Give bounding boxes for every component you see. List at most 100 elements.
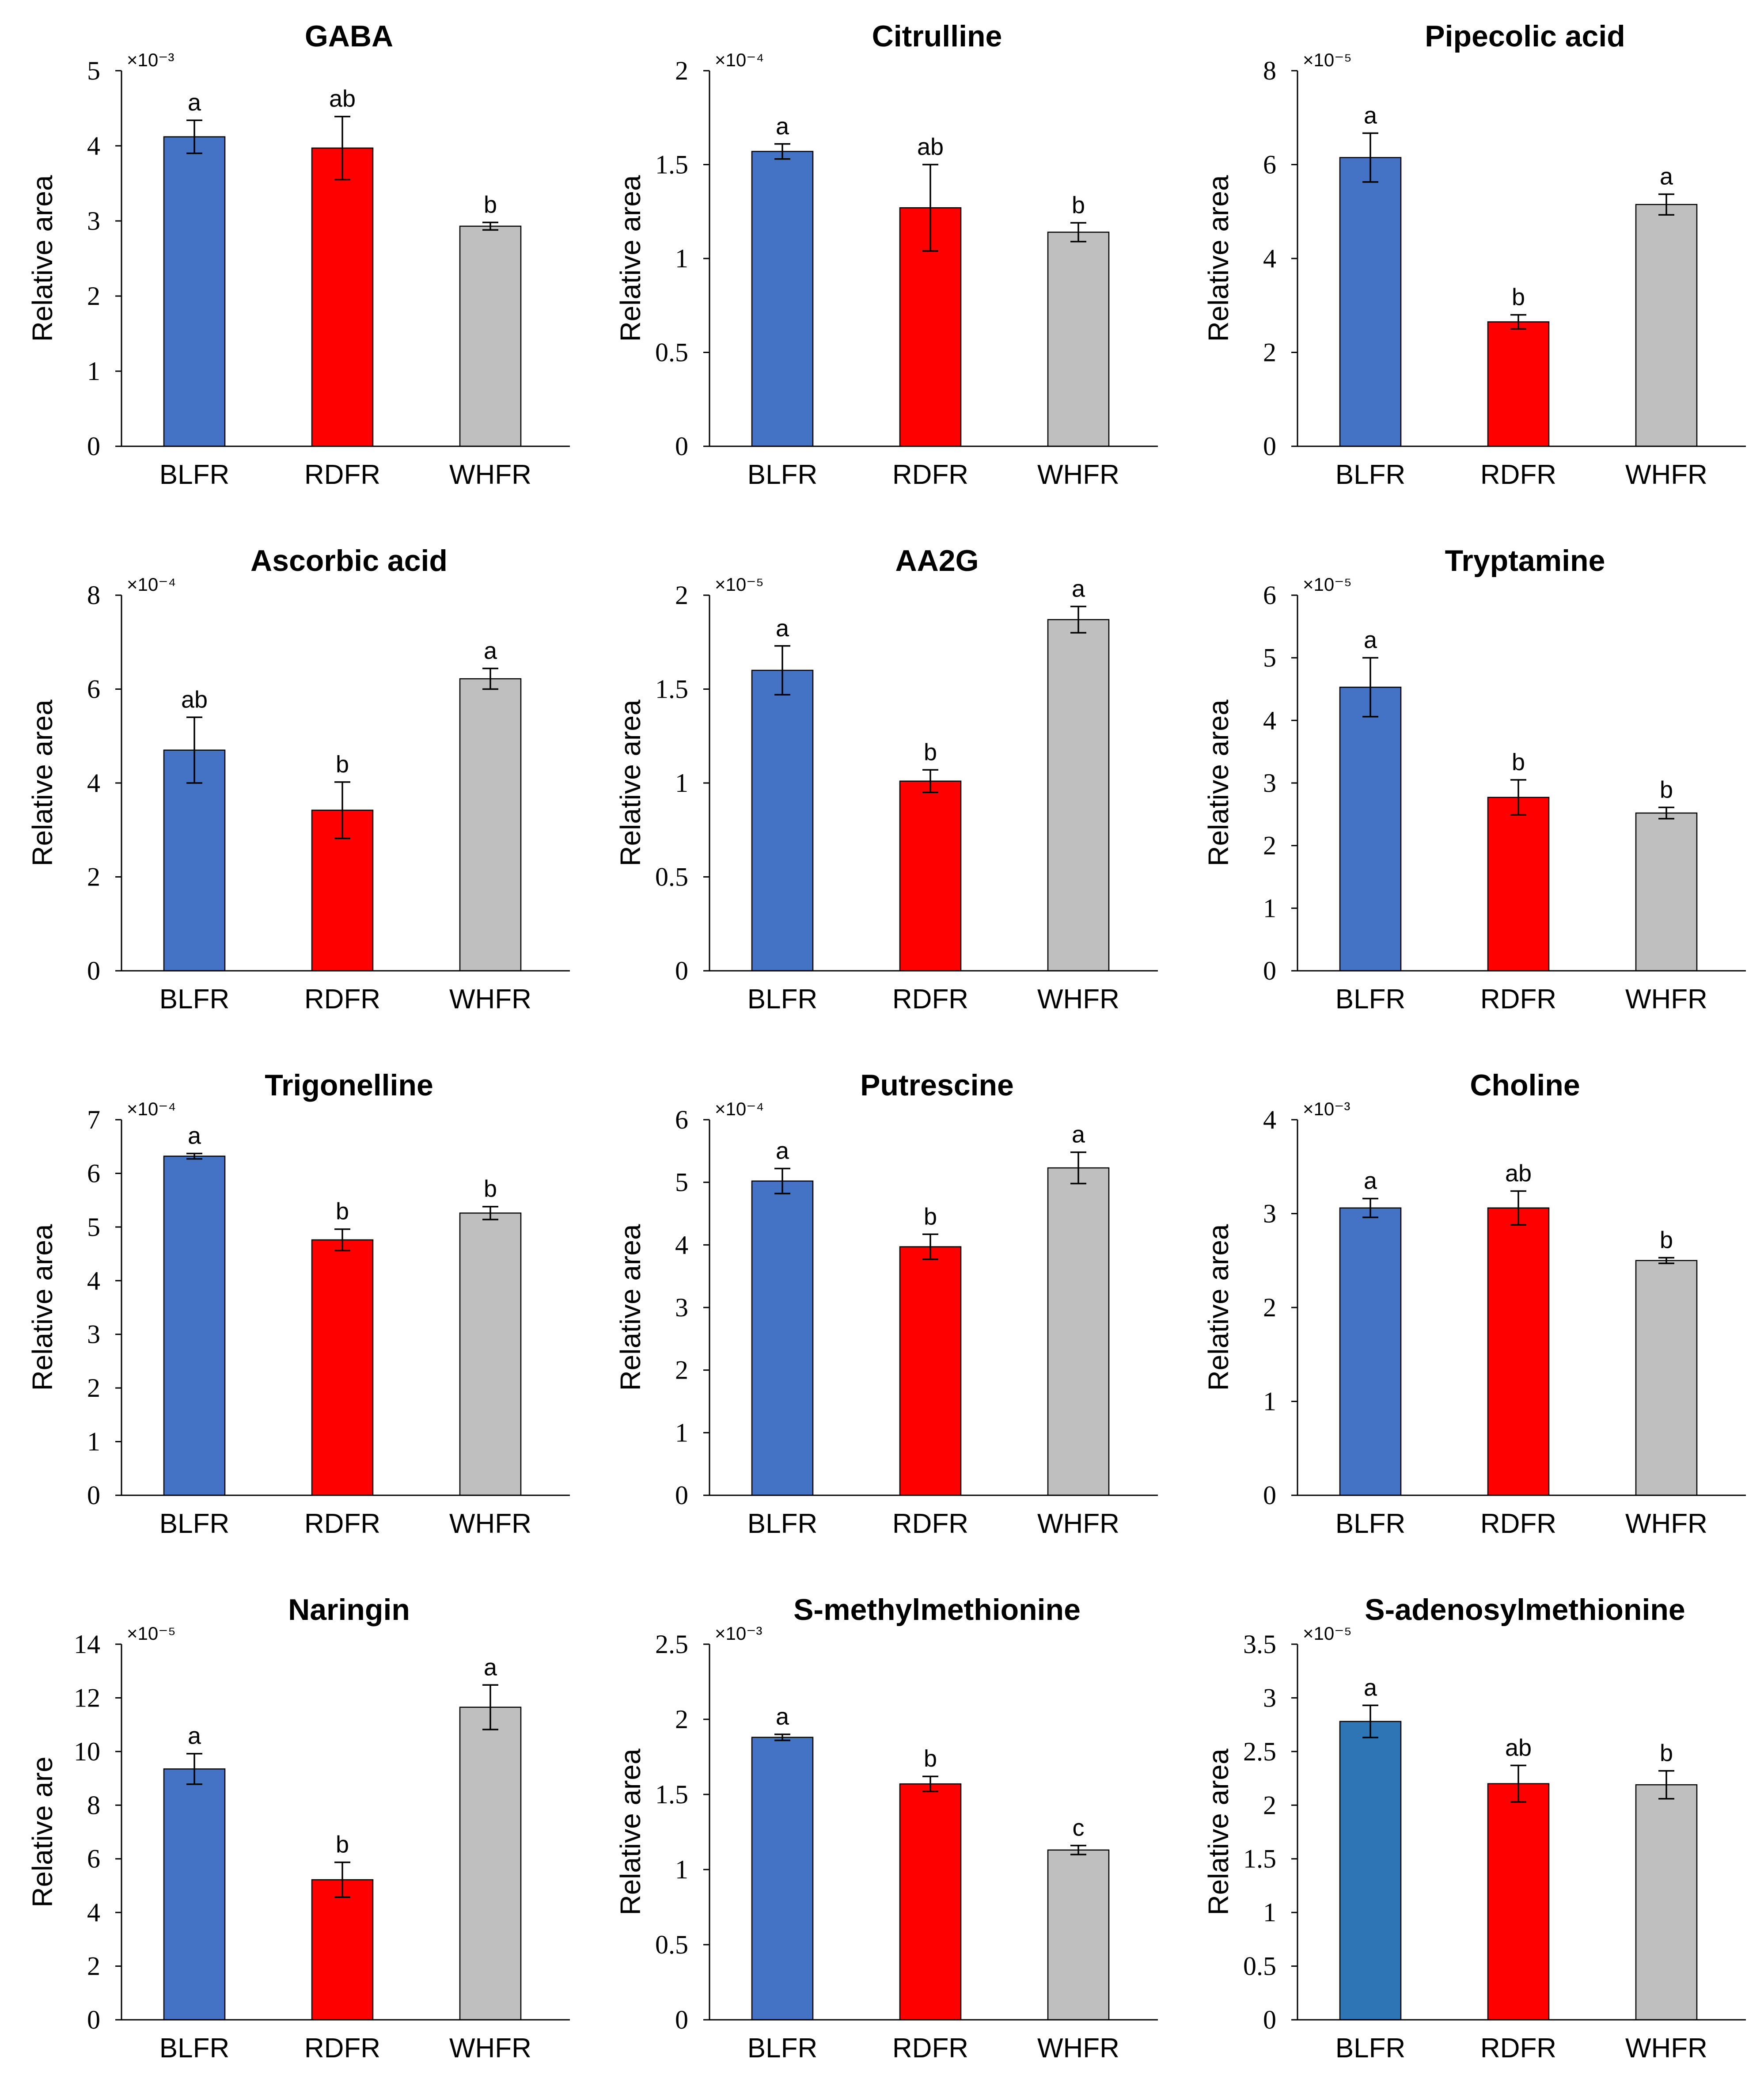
y-tick-label: 8 — [1263, 56, 1276, 85]
significance-letter: b — [484, 1176, 497, 1202]
error-bar — [1658, 806, 1674, 820]
x-tick-label: BLFR — [159, 984, 229, 1015]
y-tick-label: 12 — [74, 1683, 100, 1712]
y-tick-label: 6 — [87, 1844, 100, 1874]
x-tick-label: BLFR — [1335, 2033, 1405, 2064]
chart-panel: Pipecolic acid ×10⁻⁵ Relative area a BLFR b RD… — [1176, 0, 1764, 524]
bar-rdfr — [1487, 797, 1550, 972]
significance-letter: a — [1660, 163, 1673, 190]
y-tick-label: 1 — [675, 1418, 688, 1447]
x-tick-label: RDFR — [1480, 1509, 1556, 1539]
y-tick-label: 4 — [87, 768, 100, 798]
bar-blfr — [163, 1155, 226, 1496]
chart-panel: Citrulline ×10⁻⁴ Relative area a BLFR ab RDFR b… — [588, 0, 1176, 524]
y-tick-label: 3.5 — [1243, 1630, 1276, 1659]
chart-panel: GABA ×10⁻³ Relative area a BLFR ab RDFR b WHFR 0 1… — [0, 0, 588, 524]
error-bar — [1070, 1151, 1086, 1185]
significance-letter: a — [776, 1703, 789, 1730]
y-tick-label: 5 — [675, 1168, 688, 1197]
y-tick-label: 1.5 — [1243, 1844, 1276, 1874]
y-tick-label: 1.5 — [655, 675, 688, 704]
y-tick-label: 4 — [87, 1266, 100, 1295]
y-tick-label: 0.5 — [655, 1930, 688, 1959]
y-tick-label: 0 — [87, 432, 100, 461]
significance-letter: b — [1512, 749, 1525, 775]
x-tick-label: BLFR — [747, 460, 817, 490]
y-tick-label: 1 — [1263, 893, 1276, 923]
significance-letter: c — [1073, 1815, 1085, 1841]
chart-title: GABA — [305, 19, 393, 53]
significance-letter: a — [484, 1654, 497, 1680]
chart-panel: Putrescine ×10⁻⁴ Relative area a BLFR b RDFR a W… — [588, 1049, 1176, 1574]
error-bar — [774, 143, 790, 160]
error-bar — [1510, 314, 1526, 330]
x-tick-label: RDFR — [304, 460, 380, 490]
error-bar — [1362, 1704, 1378, 1739]
chart-title: S-adenosylmethionine — [1365, 1593, 1685, 1627]
y-tick-label: 4 — [87, 131, 100, 160]
y-tick-label: 2.5 — [1243, 1737, 1276, 1766]
y-tick-label: 2 — [675, 1356, 688, 1385]
bar-rdfr — [899, 1246, 962, 1496]
bar-chart: Tryptamine ×10⁻⁵ Relative area a BLFR b RDFR b W… — [1203, 544, 1746, 1015]
error-bar — [774, 1167, 790, 1194]
bar-chart: Citrulline ×10⁻⁴ Relative area a BLFR ab RDFR b… — [615, 19, 1158, 490]
bar-rdfr — [1487, 321, 1550, 447]
y-tick-label: 0 — [675, 432, 688, 461]
significance-letter: b — [1660, 776, 1673, 803]
error-bar — [1658, 1257, 1674, 1264]
x-tick-label: BLFR — [747, 984, 817, 1015]
x-tick-label: RDFR — [892, 460, 968, 490]
y-tick-label: 3 — [87, 1320, 100, 1349]
chart-title: Putrescine — [860, 1068, 1014, 1102]
x-tick-label: RDFR — [1480, 2033, 1556, 2064]
bar-chart: S-methylmethionine ×10⁻³ Relative area a BLF… — [615, 1593, 1158, 2064]
bar-chart: GABA ×10⁻³ Relative area a BLFR ab RDFR b WHFR 0 1… — [27, 19, 570, 490]
chart-title: Naringin — [288, 1593, 410, 1627]
bar-rdfr — [311, 1879, 374, 2021]
y-tick-label: 1 — [87, 1427, 100, 1456]
y-tick-label: 2 — [87, 863, 100, 892]
error-bar — [1362, 1197, 1378, 1218]
error-bar — [1510, 779, 1526, 816]
significance-letter: a — [1364, 1674, 1377, 1701]
significance-letter: b — [1072, 192, 1085, 218]
bar-rdfr — [311, 1239, 374, 1496]
y-tick-label: 2.5 — [655, 1630, 688, 1659]
error-bar — [922, 163, 938, 252]
bar-blfr — [163, 136, 226, 447]
error-bar — [922, 1775, 938, 1792]
bar-whfr — [1047, 1849, 1110, 2021]
x-tick-label: WHFR — [1037, 984, 1119, 1015]
significance-letter: ab — [917, 134, 944, 160]
bar-rdfr — [1487, 1207, 1550, 1496]
axis-multiplier: ×10⁻³ — [127, 49, 174, 70]
significance-letter: a — [484, 638, 497, 664]
x-tick-label: WHFR — [1625, 984, 1707, 1015]
y-tick-label: 10 — [74, 1737, 100, 1766]
y-tick-label: 5 — [87, 56, 100, 85]
bar-rdfr — [899, 1783, 962, 2021]
error-bar — [774, 1733, 790, 1741]
y-tick-label: 5 — [87, 1212, 100, 1242]
chart-panel: Ascorbic acid ×10⁻⁴ Relative area ab BLFR b RD… — [0, 524, 588, 1049]
significance-letter: b — [1660, 1227, 1673, 1253]
error-bar — [334, 781, 350, 840]
x-tick-label: BLFR — [1335, 1509, 1405, 1539]
x-tick-label: WHFR — [1625, 460, 1707, 490]
error-bar — [922, 1233, 938, 1260]
x-tick-label: BLFR — [747, 2033, 817, 2064]
y-tick-label: 0 — [675, 1481, 688, 1510]
significance-letter: ab — [1505, 1160, 1532, 1187]
error-bar — [1362, 657, 1378, 718]
y-tick-label: 0 — [675, 956, 688, 985]
y-axis-label: Relative area — [615, 175, 646, 342]
bar-blfr — [1339, 1721, 1402, 2021]
significance-letter: a — [1072, 1121, 1085, 1148]
significance-letter: b — [1660, 1740, 1673, 1767]
bar-chart: Choline ×10⁻³ Relative area a BLFR ab RDFR b WHF… — [1203, 1068, 1746, 1539]
axis-multiplier: ×10⁻⁵ — [1303, 49, 1352, 70]
chart-title: Trigonelline — [265, 1068, 433, 1102]
x-tick-label: WHFR — [449, 2033, 531, 2064]
